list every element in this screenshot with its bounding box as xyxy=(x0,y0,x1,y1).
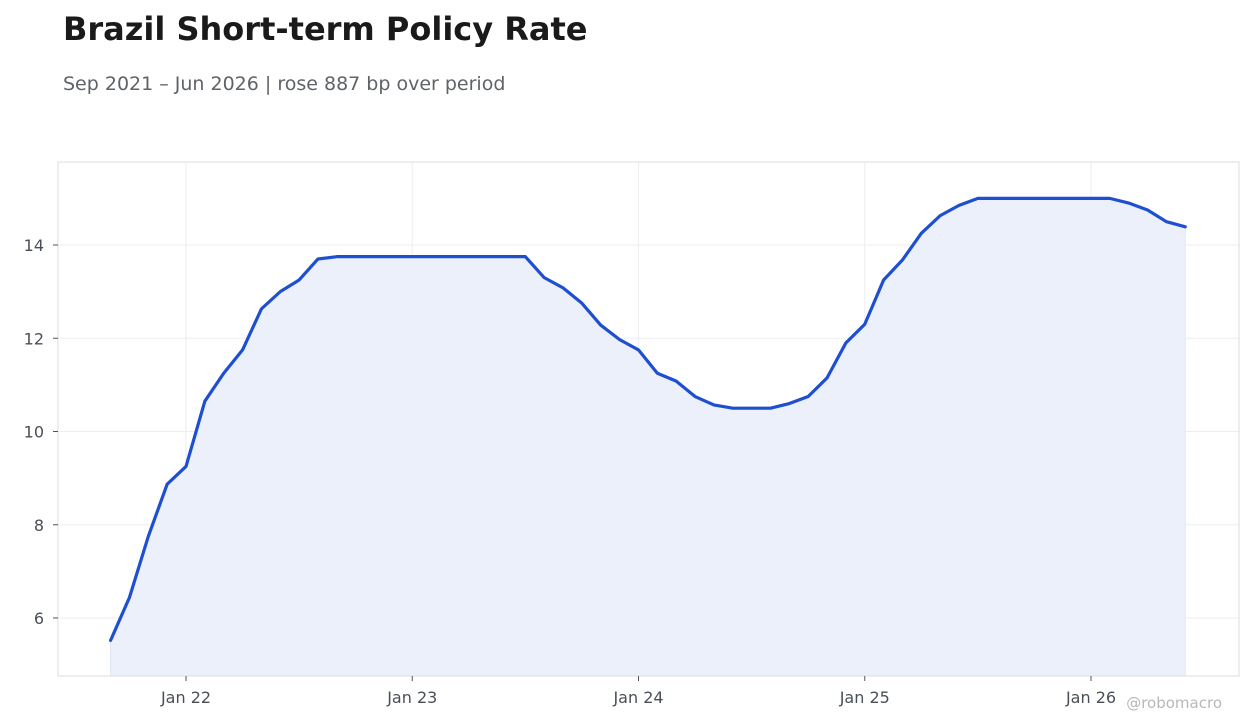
series-area-fill xyxy=(110,198,1186,676)
x-tick-label: Jan 25 xyxy=(839,688,890,707)
plot-frame xyxy=(57,161,1240,677)
area-layer xyxy=(110,198,1186,676)
chart-title: Brazil Short-term Policy Rate xyxy=(63,10,588,48)
y-tick-label: 14 xyxy=(24,236,44,255)
x-tick-label: Jan 23 xyxy=(386,688,437,707)
series-line xyxy=(108,196,1187,642)
chart-subtitle: Sep 2021 – Jun 2026 | rose 887 bp over p… xyxy=(63,73,506,95)
watermark: @robomacro xyxy=(1126,694,1222,712)
line-layer xyxy=(108,196,1187,642)
x-tick-label: Jan 22 xyxy=(160,688,211,707)
frame-layer xyxy=(57,161,1240,677)
x-tick-label: Jan 26 xyxy=(1065,688,1116,707)
x-tick-label: Jan 24 xyxy=(612,688,663,707)
y-tick-label: 12 xyxy=(24,329,44,348)
y-tick-label: 8 xyxy=(34,516,44,535)
y-tick-label: 6 xyxy=(34,609,44,628)
y-tick-label: 10 xyxy=(24,423,44,442)
axis-layer: 6 8 10 12 14 Jan 22 Jan 23 Jan 24 Jan 25 Jan 26 xyxy=(24,236,1116,707)
